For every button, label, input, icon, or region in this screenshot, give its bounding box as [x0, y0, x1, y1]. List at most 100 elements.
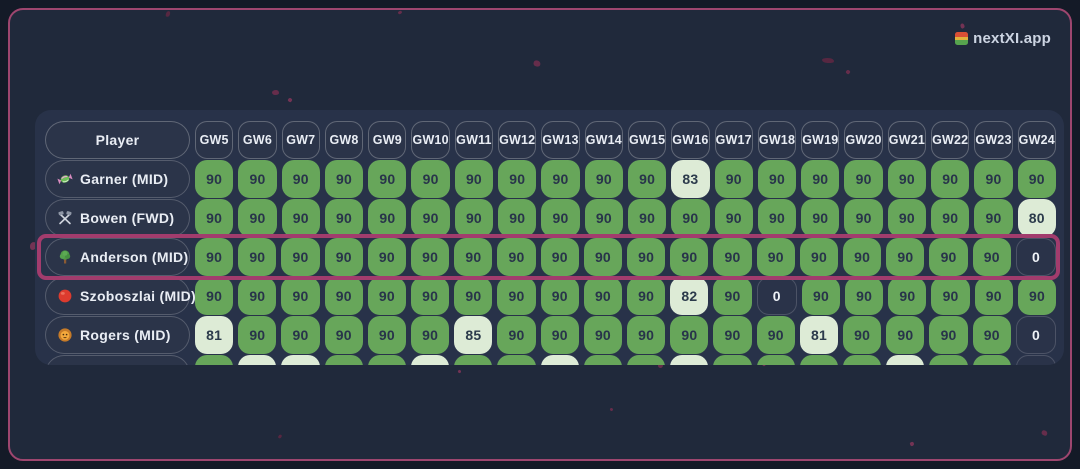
minutes-cell: 90	[1017, 160, 1056, 198]
minutes-cell: 90	[843, 238, 882, 276]
minutes-cell: 90	[972, 316, 1011, 354]
minutes-cell: 90	[411, 277, 450, 315]
player-row[interactable]: Rogers (MID) 81 90 90 90 90 90 85 90 90 90 90 90 90 90…	[45, 316, 1057, 354]
minutes-cell: 90	[670, 316, 709, 354]
gw-header: GW14	[584, 121, 623, 159]
minutes-cell: 90	[238, 199, 277, 237]
minutes-cell	[670, 355, 709, 365]
minutes-cell	[886, 355, 925, 365]
minutes-cell: 90	[972, 238, 1011, 276]
minutes-cell: 90	[627, 316, 666, 354]
minutes-cell: 0	[756, 277, 797, 315]
minutes-cell: 90	[497, 316, 536, 354]
minutes-cell	[627, 355, 666, 365]
minutes-cell	[454, 355, 493, 365]
minutes-cell: 90	[757, 199, 797, 237]
minutes-cell: 90	[801, 199, 840, 237]
minutes-cell: 90	[367, 238, 407, 276]
player-pill[interactable]: Szoboszlai (MID)	[45, 277, 196, 315]
player-name: Anderson (MID)	[80, 249, 189, 265]
minutes-cell: 0	[1015, 238, 1057, 276]
minutes-cell: 90	[454, 238, 493, 276]
minutes-cell: 90	[887, 160, 927, 198]
minutes-cell: 90	[540, 277, 579, 315]
brand: nextXI.app	[955, 30, 1051, 47]
minutes-cell: 90	[368, 199, 407, 237]
minutes-cell	[411, 355, 450, 365]
minutes-cell: 81	[195, 316, 234, 354]
minutes-cell: 90	[627, 199, 667, 237]
minutes-cell: 90	[584, 199, 623, 237]
minutes-cell: 90	[931, 160, 970, 198]
lion-icon	[57, 327, 73, 343]
minutes-cell: 90	[583, 316, 623, 354]
minutes-cell	[1015, 355, 1057, 365]
gw-header: GW17	[714, 121, 753, 159]
minutes-cell: 90	[324, 160, 364, 198]
minutes-cell	[281, 355, 320, 365]
minutes-cell: 90	[540, 238, 579, 276]
minutes-cell: 90	[497, 238, 536, 276]
minutes-cell: 90	[195, 277, 234, 315]
minutes-cell: 90	[929, 316, 968, 354]
minutes-cell: 90	[195, 160, 234, 198]
player-pill[interactable]	[45, 355, 190, 365]
tree-icon	[57, 249, 73, 265]
minutes-cell: 90	[801, 160, 840, 198]
minutes-cell: 90	[238, 160, 277, 198]
player-name: Szoboszlai (MID)	[80, 288, 197, 304]
minutes-cell: 90	[411, 160, 450, 198]
gw-header: GW13	[541, 121, 580, 159]
minutes-cell: 90	[281, 238, 320, 276]
player-pill[interactable]: Bowen (FWD)	[45, 199, 190, 237]
minutes-cell: 90	[367, 316, 407, 354]
minutes-cell: 90	[367, 277, 407, 315]
player-row[interactable]: Bowen (FWD) 90 90 90 90 90 90 90 90 90 90 90 90 90 90 9…	[45, 199, 1056, 237]
gw-header: GW12	[498, 121, 537, 159]
minutes-cell	[367, 355, 407, 365]
gw-header: GW20	[844, 121, 883, 159]
minutes-cell: 90	[281, 160, 320, 198]
gw-header: GW18	[757, 121, 797, 159]
minutes-cell: 90	[671, 199, 710, 237]
minutes-cell: 90	[888, 277, 927, 315]
minutes-cell	[799, 355, 839, 365]
minutes-cell: 90	[583, 238, 623, 276]
gw-header: GW8	[324, 121, 364, 159]
gw-header: GW22	[931, 121, 970, 159]
minutes-cell: 90	[756, 316, 795, 354]
player-row-partial[interactable]	[45, 355, 1057, 365]
minutes-cell: 90	[931, 199, 970, 237]
player-row[interactable]: Anderson (MID) 90 90 90 90 90 90 90 90 90 90 90 90 90…	[37, 234, 1060, 280]
player-pill[interactable]: Rogers (MID)	[45, 316, 190, 354]
minutes-cell: 90	[411, 199, 450, 237]
minutes-cell	[497, 355, 536, 365]
minutes-cell: 90	[713, 238, 752, 276]
gw-header: GW11	[454, 121, 494, 159]
player-pill[interactable]: Garner (MID)	[45, 160, 190, 198]
gw-header: GW23	[974, 121, 1013, 159]
gw-header: GW6	[238, 121, 277, 159]
minutes-cell	[972, 355, 1011, 365]
player-pill[interactable]: Anderson (MID)	[45, 238, 190, 276]
player-row[interactable]: Szoboszlai (MID) 90 90 90 90 90 90 90 90 90 90 90 82…	[45, 277, 1057, 315]
minutes-cell: 90	[238, 238, 277, 276]
minutes-cell: 90	[541, 160, 580, 198]
minutes-cell: 90	[498, 160, 537, 198]
minutes-cell: 90	[844, 199, 883, 237]
player-name: Bowen (FWD)	[80, 210, 175, 226]
minutes-cell: 90	[368, 160, 407, 198]
minutes-cell: 90	[886, 316, 925, 354]
minutes-cell	[929, 355, 968, 365]
minutes-cell: 90	[756, 238, 795, 276]
minutes-cell: 90	[713, 316, 752, 354]
minutes-cell: 90	[887, 199, 927, 237]
minutes-cell: 90	[714, 160, 753, 198]
player-row[interactable]: Garner (MID) 90 90 90 90 90 90 90 90 90 90 90 83 90 90…	[45, 160, 1056, 198]
minutes-cell: 90	[974, 160, 1013, 198]
gw-header: GW15	[627, 121, 667, 159]
minutes-cell: 90	[195, 199, 234, 237]
minutes-cell: 83	[671, 160, 710, 198]
minutes-cell: 90	[324, 277, 363, 315]
minutes-cell: 90	[454, 277, 493, 315]
